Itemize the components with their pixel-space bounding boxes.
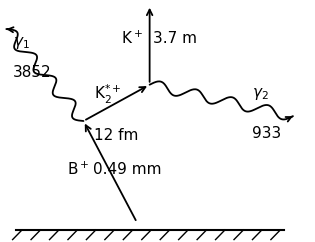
Text: B$^+$: B$^+$	[67, 161, 90, 178]
Text: 0.49 mm: 0.49 mm	[93, 162, 161, 177]
Text: K$^+$: K$^+$	[121, 30, 143, 47]
Text: 3.7 m: 3.7 m	[153, 31, 197, 46]
Text: $\gamma_2$: $\gamma_2$	[252, 86, 269, 102]
Text: K$_2^{*+}$: K$_2^{*+}$	[94, 83, 122, 106]
Text: $\gamma_1$: $\gamma_1$	[13, 35, 29, 51]
Text: 3852: 3852	[13, 65, 51, 80]
Text: 933: 933	[252, 126, 281, 141]
Text: 12 fm: 12 fm	[94, 128, 139, 143]
